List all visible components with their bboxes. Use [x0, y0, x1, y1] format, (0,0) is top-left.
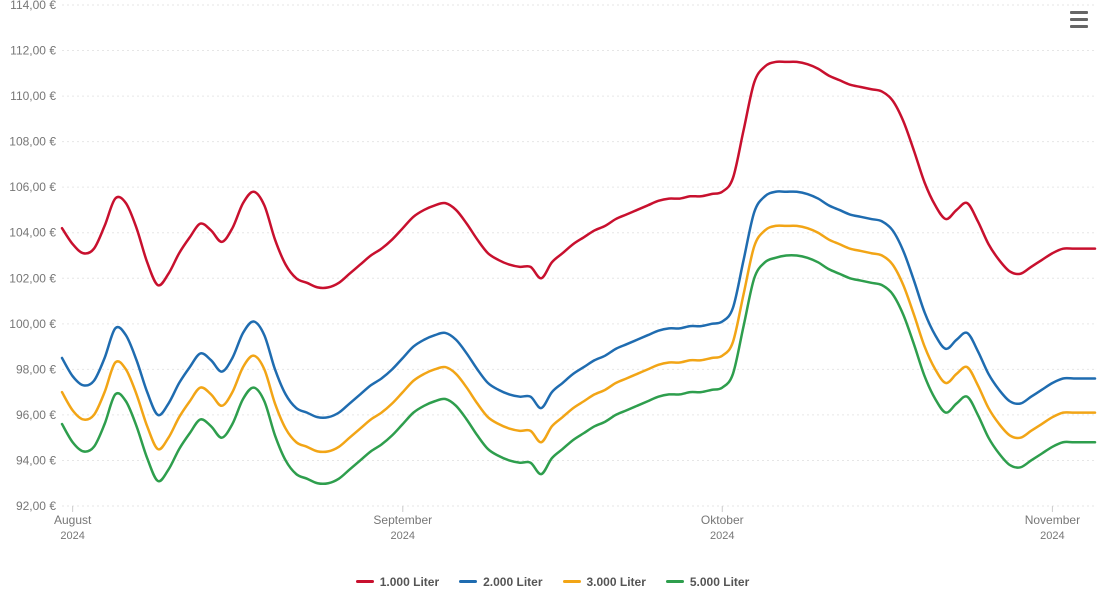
legend-label: 2.000 Liter	[483, 575, 542, 589]
y-tick-label: 108,00 €	[9, 135, 56, 149]
y-tick-label: 106,00 €	[9, 180, 56, 194]
x-tick-year: 2024	[60, 530, 84, 542]
y-tick-label: 100,00 €	[9, 317, 56, 331]
legend-swatch	[459, 580, 477, 583]
y-tick-label: 110,00 €	[10, 89, 56, 103]
series-line[interactable]	[62, 191, 1095, 417]
y-axis: 92,00 € 94,00 € 96,00 € 98,00 € 100,00 € 102,…	[9, 0, 1095, 513]
legend-label: 1.000 Liter	[380, 575, 439, 589]
legend-item[interactable]: 3.000 Liter	[563, 575, 646, 589]
x-tick-month: Oktober	[701, 513, 744, 527]
y-tick-label: 114,00 €	[10, 0, 56, 12]
legend-swatch	[356, 580, 374, 583]
y-tick-label: 96,00 €	[16, 408, 56, 422]
x-tick-year: 2024	[391, 530, 415, 542]
legend-item[interactable]: 2.000 Liter	[459, 575, 542, 589]
legend-item[interactable]: 1.000 Liter	[356, 575, 439, 589]
legend-label: 5.000 Liter	[690, 575, 749, 589]
y-tick-label: 98,00 €	[16, 362, 56, 376]
price-chart: 92,00 € 94,00 € 96,00 € 98,00 € 100,00 € 102,…	[0, 0, 1105, 603]
x-tick-year: 2024	[1040, 530, 1064, 542]
series-line[interactable]	[62, 226, 1095, 452]
x-axis: August 2024 September 2024 Oktober 2024 Novemb…	[54, 506, 1080, 542]
series-line[interactable]	[62, 62, 1095, 288]
x-tick-year: 2024	[710, 530, 734, 542]
series-group	[62, 62, 1095, 484]
legend-item[interactable]: 5.000 Liter	[666, 575, 749, 589]
legend-label: 3.000 Liter	[587, 575, 646, 589]
chart-legend: 1.000 Liter 2.000 Liter 3.000 Liter 5.000 L…	[0, 572, 1105, 589]
legend-swatch	[666, 580, 684, 583]
x-tick-month: September	[373, 513, 432, 527]
y-tick-label: 112,00 €	[10, 44, 56, 58]
y-tick-label: 104,00 €	[9, 226, 56, 240]
chart-canvas: 92,00 € 94,00 € 96,00 € 98,00 € 100,00 € 102,…	[0, 0, 1105, 603]
x-tick-month: November	[1025, 513, 1080, 527]
y-tick-label: 94,00 €	[16, 453, 56, 467]
legend-swatch	[563, 580, 581, 583]
y-tick-label: 92,00 €	[16, 499, 56, 513]
x-tick-month: August	[54, 513, 92, 527]
y-tick-label: 102,00 €	[9, 271, 56, 285]
chart-context-menu-icon[interactable]	[1067, 8, 1091, 30]
